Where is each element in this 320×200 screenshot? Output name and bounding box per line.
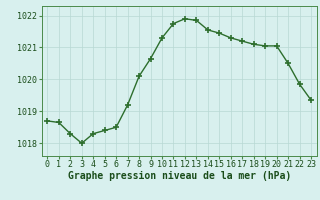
X-axis label: Graphe pression niveau de la mer (hPa): Graphe pression niveau de la mer (hPa) [68,171,291,181]
